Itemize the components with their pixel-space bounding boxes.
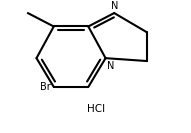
Text: HCl: HCl <box>87 104 105 114</box>
Text: N: N <box>111 1 118 11</box>
Text: Br: Br <box>40 82 51 92</box>
Text: N: N <box>107 61 114 71</box>
